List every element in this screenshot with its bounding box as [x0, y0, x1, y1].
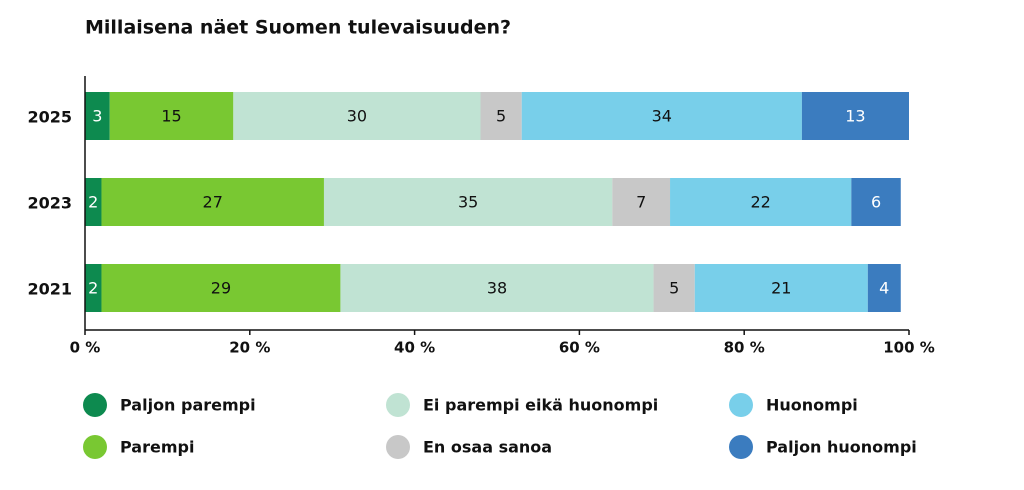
data-label: 15 [161, 107, 181, 126]
legend-swatch [729, 435, 753, 459]
bar-segment [867, 264, 901, 312]
data-label: 5 [496, 107, 506, 126]
data-label: 2 [88, 279, 98, 298]
bar-segment [521, 92, 802, 140]
x-tick-label: 100 % [883, 339, 935, 357]
legend-label: Huonompi [766, 396, 858, 415]
legend-label: Parempi [120, 438, 194, 457]
data-label: 4 [879, 279, 889, 298]
data-label: 34 [652, 107, 672, 126]
chart-title: Millaisena näet Suomen tulevaisuuden? [85, 17, 511, 39]
x-tick-label: 40 % [394, 339, 435, 357]
legend-swatch [83, 393, 107, 417]
bar-segment [612, 178, 671, 226]
data-label: 6 [871, 193, 881, 212]
data-label: 27 [203, 193, 223, 212]
data-label: 21 [771, 279, 791, 298]
bar-segment [323, 178, 613, 226]
x-tick-label: 20 % [229, 339, 270, 357]
bar-segment [653, 264, 695, 312]
data-label: 13 [845, 107, 865, 126]
legend-swatch [83, 435, 107, 459]
legend-label: Paljon huonompi [766, 438, 917, 457]
x-tick-label: 0 % [70, 339, 101, 357]
data-label: 29 [211, 279, 231, 298]
bar-segment [694, 264, 868, 312]
data-label: 22 [751, 193, 771, 212]
legend-label: En osaa sanoa [423, 438, 552, 457]
data-label: 38 [487, 279, 507, 298]
data-label: 5 [669, 279, 679, 298]
legend-label: Paljon parempi [120, 396, 256, 415]
data-label: 30 [347, 107, 367, 126]
bar-segment [101, 264, 341, 312]
bar-segment [233, 92, 481, 140]
y-tick-label: 2025 [27, 108, 72, 127]
legend-swatch [386, 435, 410, 459]
legend-label: Ei parempi eikä huonompi [423, 396, 658, 415]
data-label: 2 [88, 193, 98, 212]
bar-segment [85, 178, 102, 226]
bar-segment [670, 178, 852, 226]
data-label: 7 [636, 193, 646, 212]
bar-segment [480, 92, 522, 140]
bar-segment [101, 178, 324, 226]
bar-segment [85, 92, 110, 140]
bar-segment [340, 264, 654, 312]
bar-segment [851, 178, 901, 226]
x-tick-label: 60 % [559, 339, 600, 357]
y-tick-label: 2021 [27, 280, 72, 299]
legend-swatch [386, 393, 410, 417]
data-label: 35 [458, 193, 478, 212]
legend-swatch [729, 393, 753, 417]
y-tick-label: 2023 [27, 194, 72, 213]
bar-segment [801, 92, 909, 140]
bar-segment [85, 264, 102, 312]
bar-segment [109, 92, 234, 140]
data-label: 3 [92, 107, 102, 126]
x-tick-label: 80 % [724, 339, 765, 357]
